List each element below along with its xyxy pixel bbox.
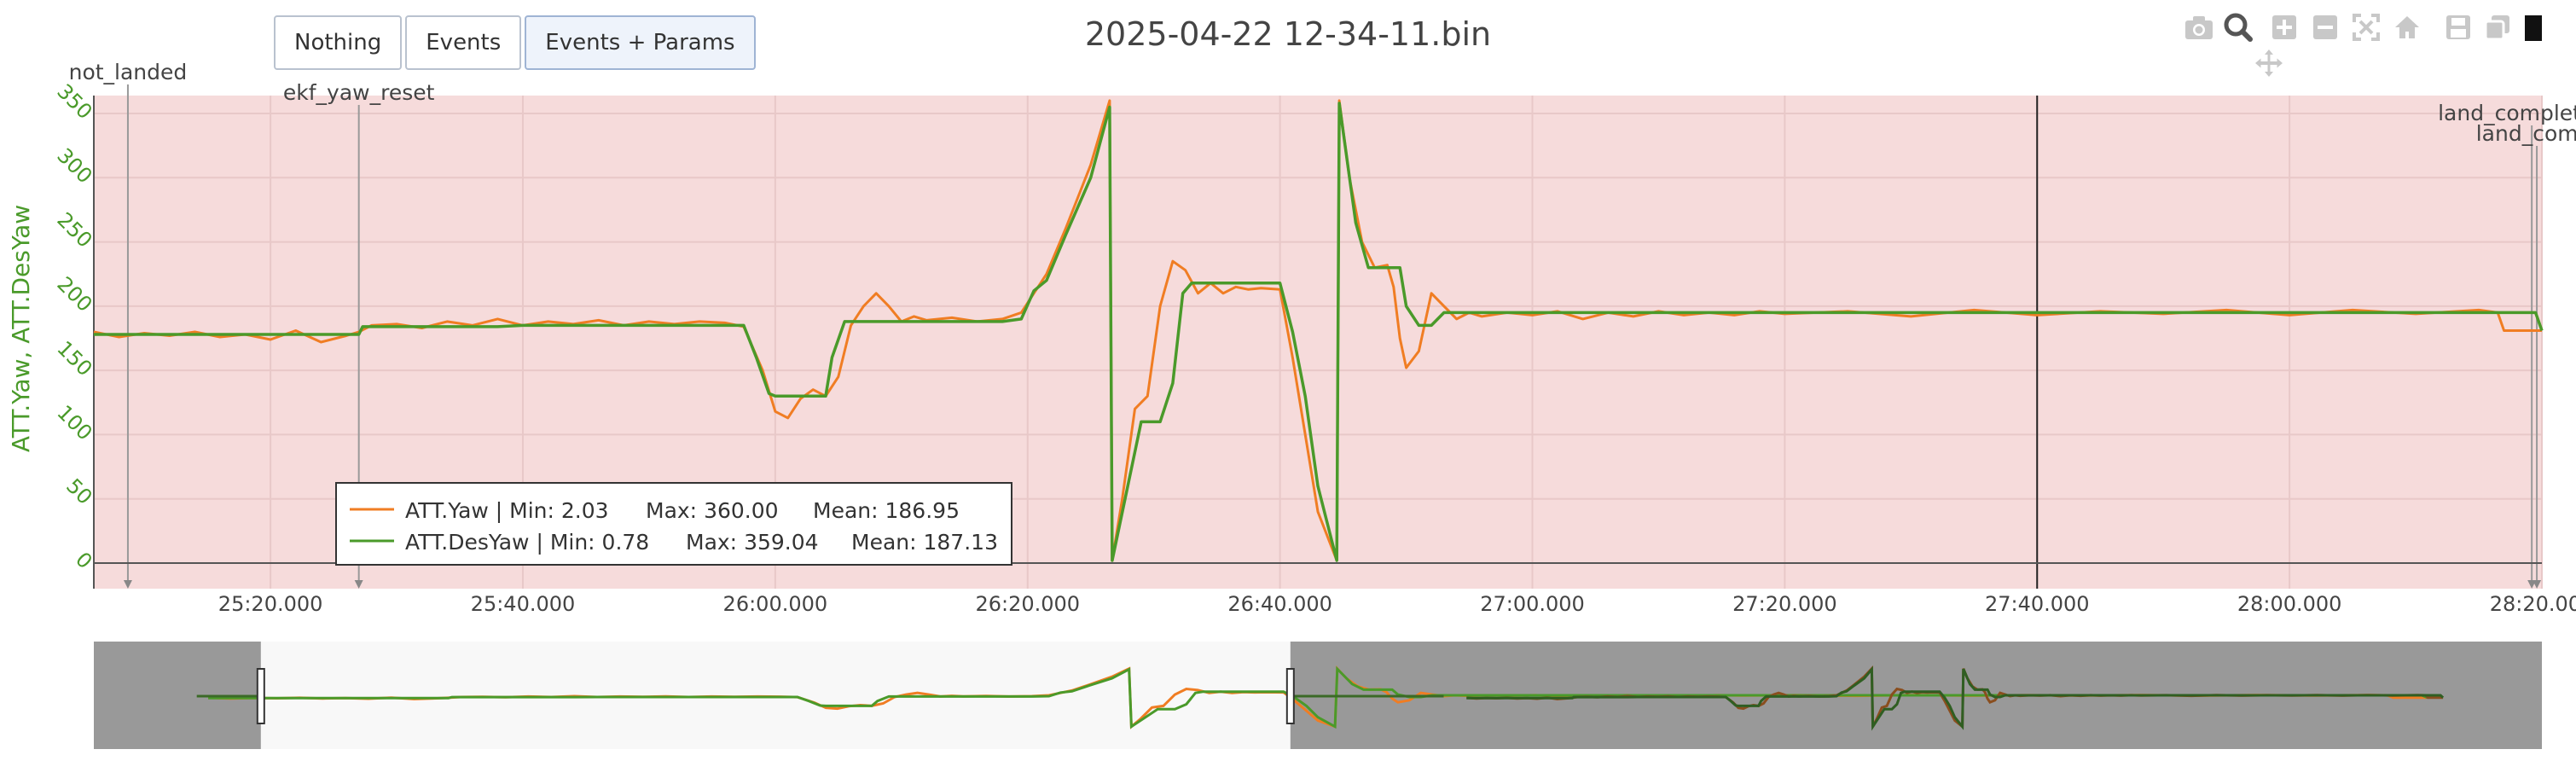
legend-yaw-name[interactable]: ATT.Yaw | Min: 2.03: [405, 498, 609, 523]
pan-icon[interactable]: [2254, 48, 2284, 78]
event-arrow: [123, 580, 132, 589]
zoom-out-icon[interactable]: [2310, 12, 2341, 43]
camera-icon[interactable]: [2184, 12, 2214, 43]
legend-desyaw-max: Max: 359.04: [686, 530, 819, 555]
event-arrow: [2532, 580, 2542, 589]
x-tick-label: 27:40.000: [1985, 592, 2090, 616]
overview-series-line: [208, 665, 2428, 729]
x-tick-label: 25:40.000: [471, 592, 576, 616]
x-tick-label: 26:40.000: [1227, 592, 1332, 616]
range-slider-series: [196, 665, 2445, 731]
copy-icon[interactable]: [2482, 12, 2513, 43]
event-label: land_complete_m: [2438, 101, 2576, 125]
events-params-button[interactable]: Events + Params: [525, 15, 756, 70]
legend-desyaw-mean: Mean: 187.13: [851, 530, 998, 555]
y-tick-label: 50: [61, 474, 96, 509]
extra-menu-icon[interactable]: [2525, 15, 2542, 41]
x-tick-label: 28:00.000: [2237, 592, 2342, 616]
nothing-button[interactable]: Nothing: [274, 15, 403, 70]
event-label: not_landed: [69, 60, 188, 84]
x-tick-label: 27:20.000: [1732, 592, 1837, 616]
legend-yaw-mean: Mean: 186.95: [813, 498, 960, 523]
y-axis-label: ATT.Yaw, ATT.DesYaw: [7, 205, 35, 452]
x-tick-label: 28:20.000: [2490, 592, 2576, 616]
series-group: [93, 99, 2544, 562]
range-slider-window[interactable]: [260, 642, 1291, 749]
overview-series-line-dim: [1466, 665, 2445, 731]
legend-desyaw-name[interactable]: ATT.DesYaw | Min: 0.78: [405, 530, 649, 555]
legend: ATT.Yaw | Min: 2.03 Max: 360.00 Mean: 18…: [335, 482, 1012, 566]
y-tick-label: 350: [52, 79, 96, 124]
event-label: ekf_yaw_reset: [283, 80, 435, 105]
event-filter-buttons: Nothing Events Events + Params: [274, 15, 756, 70]
x-tick-label: 26:20.000: [975, 592, 1080, 616]
y-tick-label: 300: [52, 143, 96, 188]
x-tick-label: 26:00.000: [723, 592, 828, 616]
series-line: [94, 102, 2544, 562]
y-tick-label: 0: [71, 548, 97, 574]
x-tick-label: 27:00.000: [1480, 592, 1585, 616]
y-tick-label: 100: [52, 400, 96, 444]
home-icon[interactable]: [2392, 12, 2422, 43]
autoscale-icon[interactable]: [2351, 12, 2382, 43]
save-icon[interactable]: [2443, 12, 2474, 43]
legend-yaw-max: Max: 360.00: [646, 498, 779, 523]
chart-modebar: [2184, 12, 2576, 89]
y-tick-label: 200: [52, 272, 96, 317]
range-slider[interactable]: [94, 642, 2542, 749]
range-handle-right[interactable]: [1285, 668, 1295, 724]
y-tick-label: 250: [52, 208, 96, 253]
zoom-in-icon[interactable]: [2269, 12, 2300, 43]
event-markers: not_landed ekf_yaw_reset land_complete_mla…: [69, 60, 2576, 589]
y-tick-label: 150: [52, 336, 96, 380]
x-tick-label: 25:20.000: [218, 592, 323, 616]
events-button[interactable]: Events: [405, 15, 522, 70]
event-label: land_compl: [2476, 121, 2576, 146]
range-handle-left[interactable]: [256, 668, 265, 724]
event-arrow: [354, 580, 363, 589]
legend-box: [335, 482, 1012, 566]
zoom-icon[interactable]: [2223, 12, 2254, 43]
